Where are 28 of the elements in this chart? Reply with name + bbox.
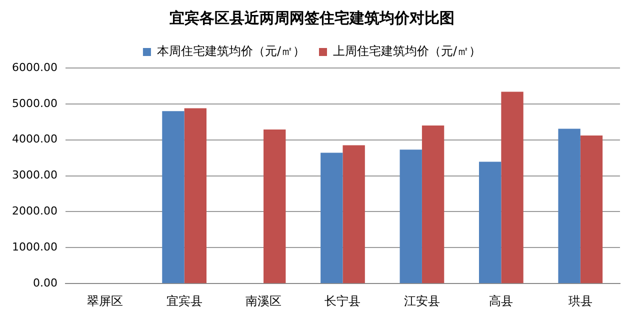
x-tick-label: 长宁县 [324, 294, 361, 308]
bar [501, 92, 524, 284]
x-tick-label: 南溪区 [246, 294, 282, 308]
bar [342, 145, 365, 284]
legend-label: 上周住宅建筑均价（元/㎡） [333, 44, 482, 58]
legend-label: 本周住宅建筑均价（元/㎡） [156, 44, 306, 58]
bar [580, 136, 603, 284]
x-tick-label: 宜宾县 [166, 294, 202, 308]
y-tick-label: 2000.00 [12, 204, 58, 218]
y-tick-label: 3000.00 [12, 168, 58, 182]
chart-title: 宜宾各区县近两周网签住宅建筑均价对比图 [170, 8, 454, 27]
bar [478, 162, 502, 284]
bar [400, 150, 422, 284]
x-tick-label: 高县 [489, 294, 514, 308]
y-tick-label: 5000.00 [12, 96, 58, 110]
bar [422, 125, 444, 284]
y-tick-label: 4000.00 [12, 132, 58, 146]
bar [162, 111, 184, 284]
bar [264, 129, 286, 284]
x-tick-label: 珙县 [568, 294, 592, 308]
y-tick-label: 0.00 [32, 276, 58, 290]
y-tick-label: 1000.00 [12, 240, 58, 254]
bar [320, 152, 343, 284]
bar [184, 108, 206, 284]
bar [558, 128, 580, 284]
x-tick-label: 江安县 [404, 294, 440, 308]
x-tick-label: 翠屏区 [87, 294, 124, 308]
y-tick-label: 6000.00 [12, 60, 58, 74]
